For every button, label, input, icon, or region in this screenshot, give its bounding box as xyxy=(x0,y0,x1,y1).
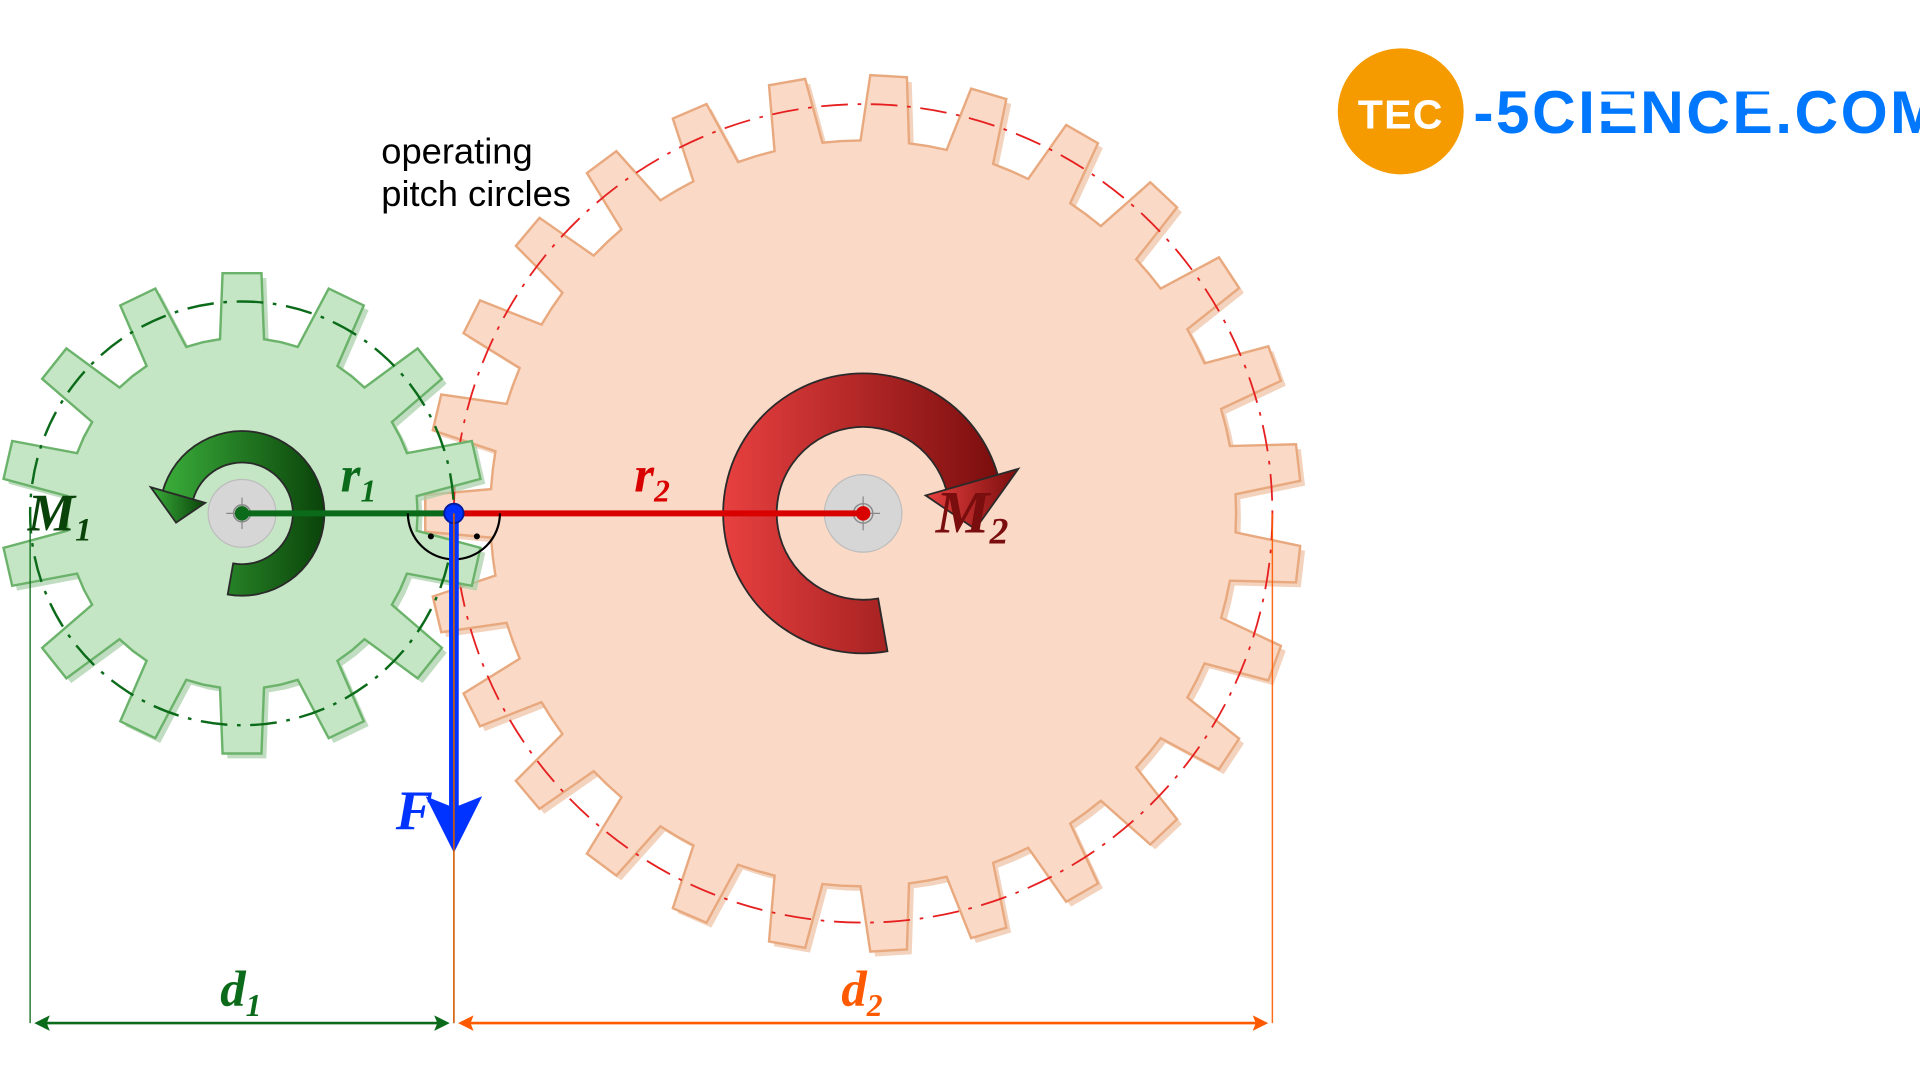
label-f: F xyxy=(395,780,433,842)
annotation-line2: pitch circles xyxy=(381,173,571,214)
label-d2: d2 xyxy=(841,961,882,1023)
annotation-line1: operating xyxy=(381,130,532,171)
gear-diagram: M1M2r1r2Fd1d2operatingpitch circlesTEC-5… xyxy=(0,0,1920,1080)
svg-text:-5CIENCE.COM: -5CIENCE.COM xyxy=(1473,78,1920,146)
logo: TEC -5CIENCE.COM xyxy=(1338,48,1920,174)
svg-text:TEC: TEC xyxy=(1358,91,1444,137)
label-d1: d1 xyxy=(220,961,261,1023)
